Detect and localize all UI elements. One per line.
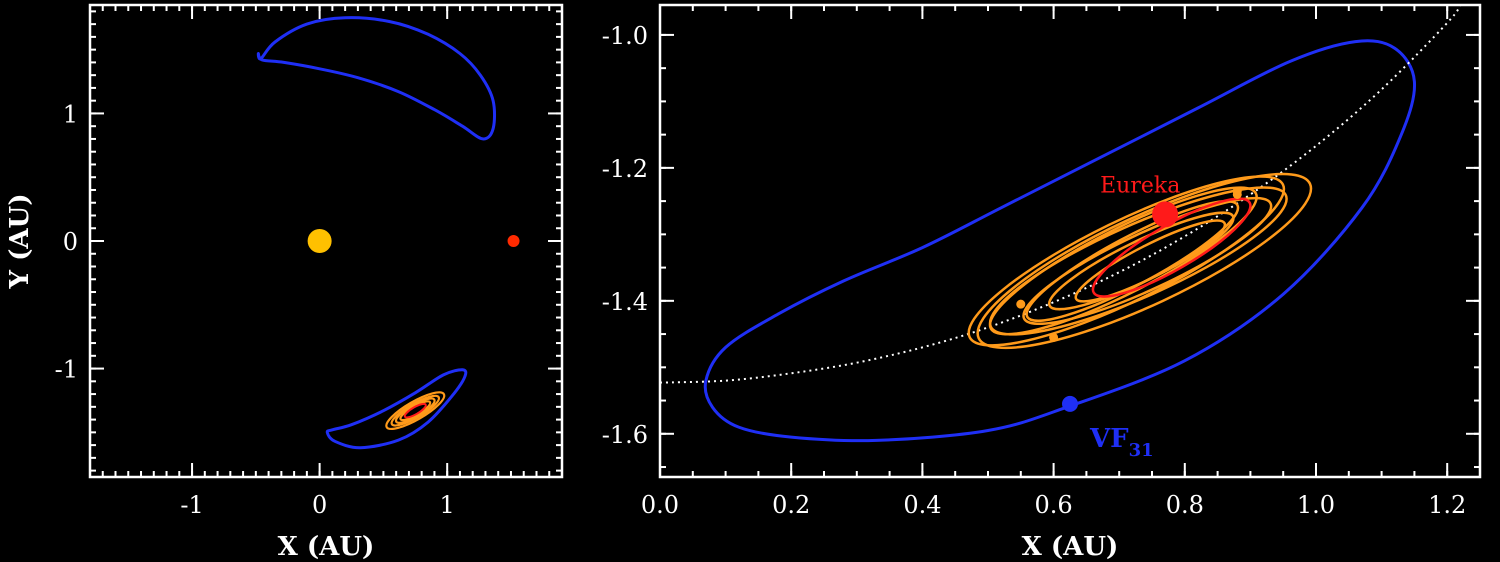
left-y-tick-label: 1 [63, 100, 78, 128]
right-x-tick-label: 0.6 [1035, 491, 1073, 519]
right-plot-frame [658, 3, 1482, 479]
left-x-tick-label: 0 [312, 491, 327, 519]
left-tadpole-loop [390, 394, 441, 427]
right-y-tick-label: -1.6 [602, 421, 648, 449]
left-y-tick-label: -1 [55, 356, 78, 384]
vf31-label: VF31 [1089, 424, 1154, 461]
vf31-label-subscript: 31 [1129, 440, 1154, 461]
right-x-tick-label: 0.0 [641, 491, 679, 519]
right-panel: 0.0 0.2 0.4 0.6 0.8 1.0 1.2 -1.6 -1.4 -1.2 -1.0 X … [602, 3, 1482, 562]
mars-orbit-dotted [659, 4, 1462, 384]
left-series [256, 16, 520, 450]
left-point-mars [507, 235, 520, 247]
right-x-tick-label: 0.2 [772, 491, 810, 519]
right-y-tick-label: -1.0 [602, 22, 648, 50]
left-x-tick-label: 1 [440, 491, 455, 519]
left-ticks: -1 0 1 -1 0 1 [55, 5, 562, 519]
left-tadpole-loop [394, 397, 436, 424]
eureka-point [1152, 201, 1179, 228]
left-x-tick-label: -1 [180, 491, 203, 519]
left-eureka-loop [403, 402, 427, 419]
vf31-point [1062, 395, 1078, 412]
eureka-orbit [1091, 197, 1252, 298]
right-x-tick-label: 1.2 [1428, 491, 1466, 519]
tadpole-marker [1049, 332, 1059, 342]
vf31-label-main: VF [1089, 424, 1129, 454]
left-horseshoe-series-0 [256, 16, 497, 141]
tadpole-loop [1022, 196, 1273, 326]
tadpole-loop [976, 172, 1313, 350]
tadpole-marker [1016, 299, 1026, 309]
right-x-tick-label: 1.0 [1297, 491, 1335, 519]
left-panel: -1 0 1 -1 0 1 X (AU) Y (AU) [5, 3, 564, 562]
right-x-axis-label: X (AU) [1022, 532, 1119, 562]
left-y-axis-label: Y (AU) [5, 193, 35, 289]
right-x-tick-label: 0.4 [903, 491, 941, 519]
right-series [659, 4, 1462, 443]
tadpole-loop [1074, 219, 1227, 303]
right-ticks: 0.0 0.2 0.4 0.6 0.8 1.0 1.2 -1.6 -1.4 -1.2 -1.0 [602, 5, 1481, 519]
tadpole-marker [1232, 189, 1242, 199]
left-x-axis-label: X (AU) [278, 532, 375, 562]
left-tadpole-loop [385, 391, 446, 431]
right-x-tick-label: 0.8 [1166, 491, 1204, 519]
left-horseshoe-series-1 [325, 368, 468, 450]
left-y-tick-label: 0 [63, 228, 78, 256]
right-y-tick-label: -1.4 [602, 288, 648, 316]
eureka-label: Eureka [1100, 173, 1180, 198]
right-y-tick-label: -1.2 [602, 155, 648, 183]
vf31-orbit [703, 39, 1417, 443]
left-point-sun [307, 229, 332, 253]
